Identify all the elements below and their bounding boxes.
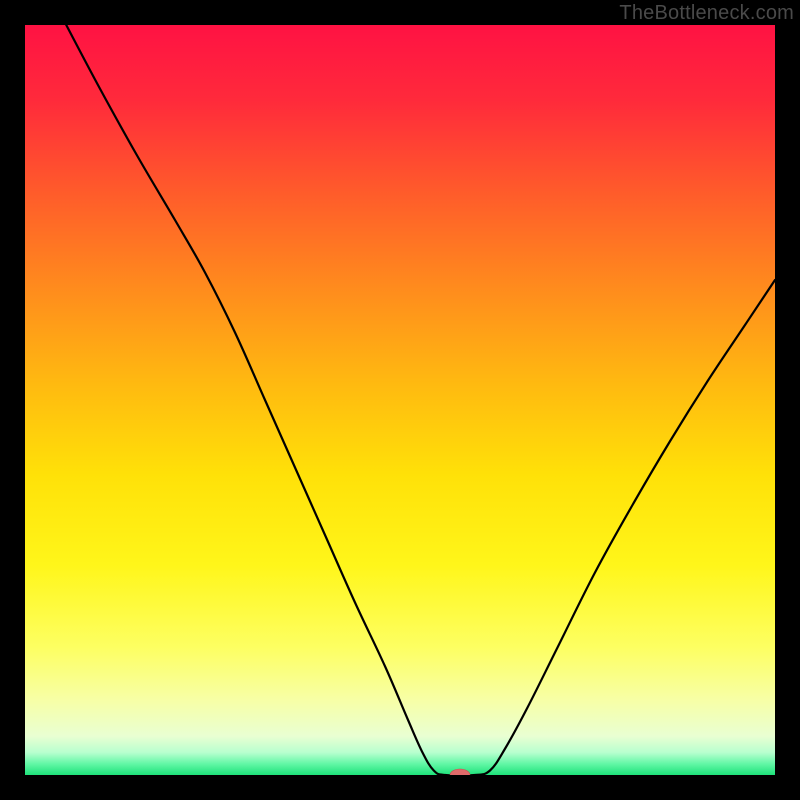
bottleneck-chart	[0, 0, 800, 800]
chart-root: { "watermark": "TheBottleneck.com", "cha…	[0, 0, 800, 800]
plot-gradient-background	[25, 25, 775, 775]
watermark-text: TheBottleneck.com	[619, 2, 794, 25]
